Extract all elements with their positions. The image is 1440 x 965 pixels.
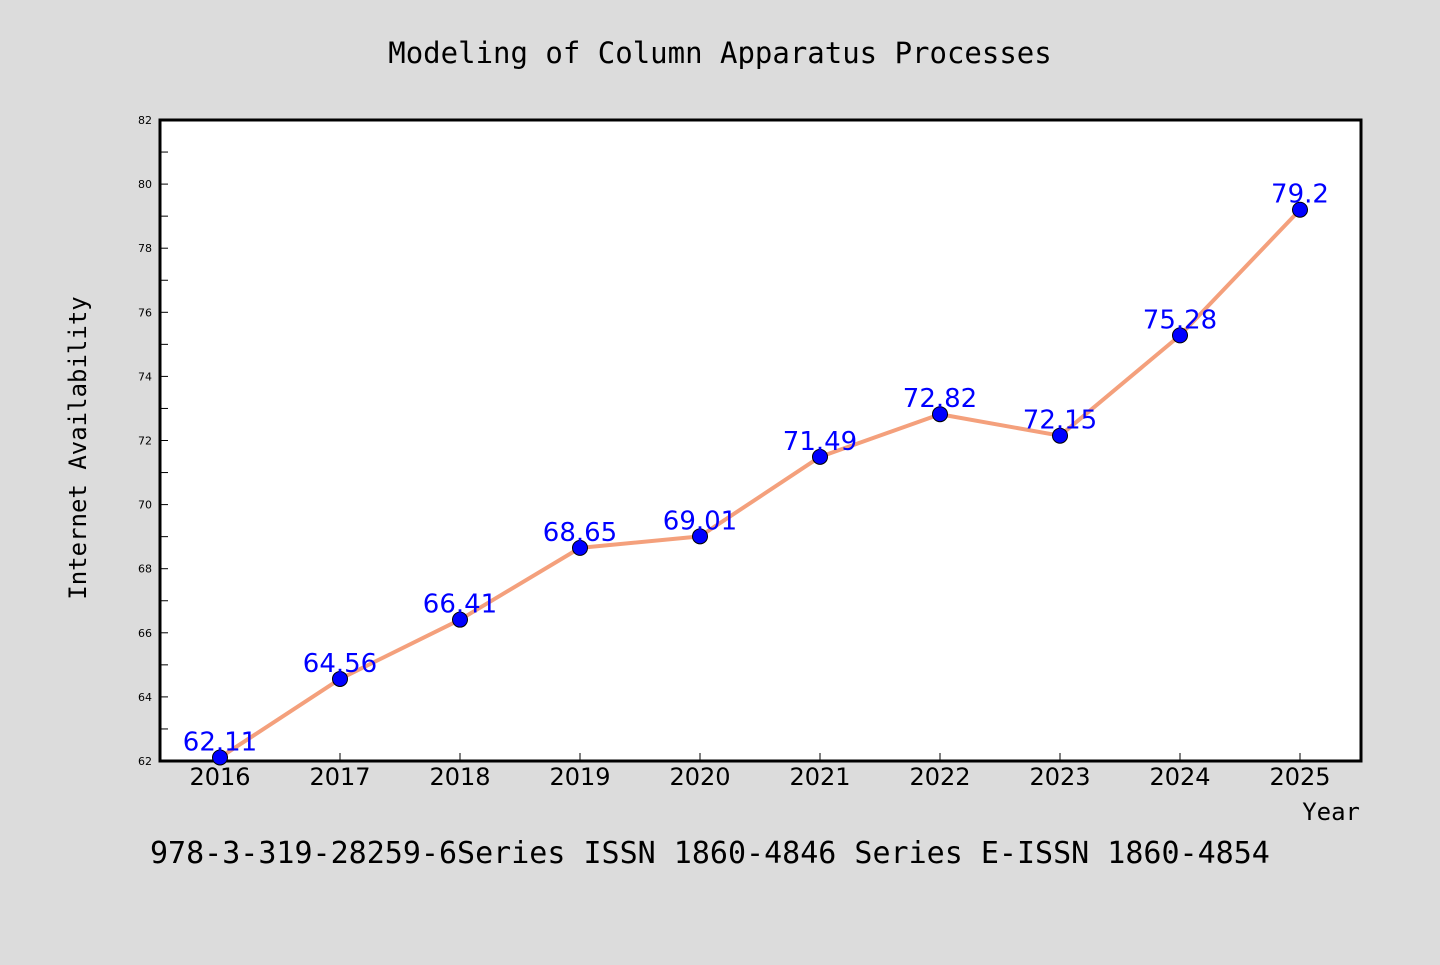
x-tick-label: 2023 [1029, 763, 1090, 791]
x-tick-label: 2022 [909, 763, 970, 791]
y-tick-label: 72 [138, 435, 152, 448]
x-tick-label: 2019 [549, 763, 610, 791]
series-line [218, 208, 1302, 760]
x-tick-label: 2020 [669, 763, 730, 791]
y-tick-label: 80 [138, 178, 152, 191]
x-axis-label: Year [1302, 798, 1360, 826]
y-tick-label: 62 [138, 755, 152, 768]
x-tick-label: 2025 [1269, 763, 1330, 791]
y-tick-label: 70 [138, 499, 152, 512]
data-label: 69.01 [663, 506, 737, 536]
data-point [932, 406, 948, 423]
y-tick-label: 82 [138, 114, 152, 127]
y-tick-label: 74 [138, 370, 152, 383]
x-tick-label: 2017 [309, 763, 370, 791]
plot-area [158, 118, 1363, 763]
y-tick-label: 68 [138, 563, 152, 576]
x-tick-label: 2016 [189, 763, 250, 791]
data-point [812, 448, 828, 465]
chart-title: Modeling of Column Apparatus Processes [388, 36, 1051, 70]
x-tick-label: 2021 [789, 763, 850, 791]
data-label: 64.56 [303, 649, 377, 679]
x-axis: 2016 2017 2018 2019 2020 2021 2022 2023 2024 2025 [189, 753, 1331, 791]
data-label: 71.49 [783, 427, 857, 457]
footer-text: 978-3-319-28259-6Series ISSN 1860-4846 S… [150, 836, 1270, 871]
data-label: 66.41 [423, 590, 497, 620]
series-layer: 62.11 64.56 66.41 68.65 69.01 71.49 72.82 72.15… [183, 180, 1329, 766]
data-label: 62.11 [183, 727, 257, 757]
y-tick-label: 78 [138, 242, 152, 255]
data-label: 72.82 [903, 384, 977, 414]
data-point [332, 670, 348, 687]
data-point [1052, 427, 1068, 444]
y-tick-label: 66 [138, 627, 152, 640]
x-tick-label: 2024 [1149, 763, 1210, 791]
data-point [692, 528, 708, 545]
data-point [452, 611, 468, 628]
data-point [1292, 201, 1308, 218]
data-point [1172, 327, 1188, 344]
data-point [212, 749, 228, 766]
y-axis-label: Internet Availability [64, 296, 92, 599]
data-label: 72.15 [1023, 406, 1097, 436]
data-label: 68.65 [543, 518, 617, 548]
data-label: 75.28 [1143, 305, 1217, 335]
data-label: 79.2 [1271, 180, 1329, 210]
data-point [572, 539, 588, 556]
x-tick-label: 2018 [429, 763, 490, 791]
y-axis: 62 64 66 68 70 72 74 76 78 80 82 [138, 114, 168, 768]
y-tick-label: 76 [138, 306, 152, 319]
y-tick-label: 64 [138, 691, 152, 704]
